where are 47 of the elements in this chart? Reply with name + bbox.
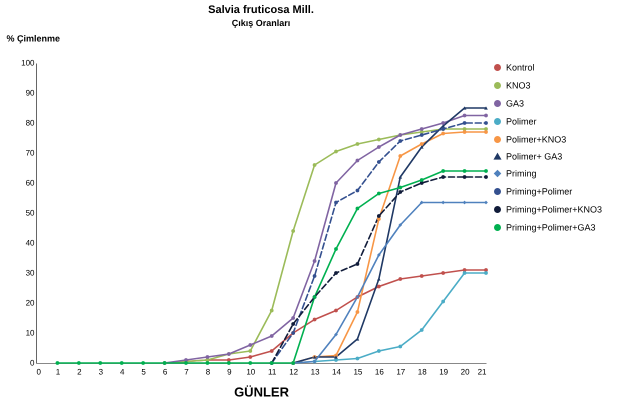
y-tick-label: 60 (26, 178, 36, 188)
x-tick-label: 14 (332, 368, 342, 376)
x-tick-label: 11 (268, 368, 277, 376)
x-tick-label: 8 (206, 368, 211, 376)
x-tick-label: 6 (162, 368, 168, 376)
x-tick-label: 12 (289, 368, 299, 376)
legend-label: KNO3 (506, 80, 531, 90)
x-tick-label: 4 (120, 368, 125, 376)
x-tick-label: 21 (478, 368, 488, 376)
legend-label: Polimer (506, 116, 537, 126)
x-tick-label: 17 (396, 368, 406, 376)
x-axis-title: GÜNLER (234, 384, 290, 400)
y-axis-title: % Çimlenme (6, 34, 60, 44)
chart-title: Salvia fruticosa Mill. (208, 4, 314, 16)
x-tick-label: 1 (56, 368, 61, 376)
y-tick-label: 20 (26, 298, 36, 308)
x-tick-label: 18 (418, 368, 428, 376)
y-tick-label: 10 (26, 328, 36, 338)
x-tick-label: 7 (184, 368, 190, 376)
legend-label: Priming (506, 168, 537, 178)
legend-label: Priming+Polimer+GA3 (506, 222, 596, 232)
y-tick-label: 0 (30, 358, 36, 368)
y-tick-label: 80 (26, 118, 36, 128)
y-tick-label: 100 (21, 58, 36, 68)
x-tick-label: 5 (141, 368, 146, 376)
x-tick-label: 3 (98, 368, 104, 376)
x-tick-label: 20 (460, 368, 470, 376)
legend-label: Polimer+KNO3 (506, 134, 566, 144)
x-tick-label: 10 (246, 368, 256, 376)
x-tick-label: 2 (77, 368, 82, 376)
y-tick-label: 90 (26, 88, 36, 98)
x-tick-label: 13 (310, 368, 320, 376)
x-tick-label: 15 (353, 368, 363, 376)
x-tick-label: 19 (439, 368, 449, 376)
x-tick-label: 0 (36, 368, 42, 376)
x-tick-label: 9 (227, 368, 232, 376)
legend-label: Kontrol (506, 62, 535, 72)
y-tick-label: 40 (26, 238, 36, 248)
legend-label: Priming+Polimer+KNO3 (506, 204, 602, 214)
x-tick-label: 16 (374, 368, 384, 376)
y-tick-label: 70 (26, 148, 36, 158)
chart-subtitle: Çıkış Oranları (232, 18, 290, 28)
y-tick-label: 50 (26, 208, 36, 218)
y-tick-label: 30 (26, 268, 36, 278)
legend-label: GA3 (506, 98, 524, 108)
legend-label: Polimer+ GA3 (506, 152, 562, 162)
legend-label: Priming+Polimer (506, 186, 572, 196)
